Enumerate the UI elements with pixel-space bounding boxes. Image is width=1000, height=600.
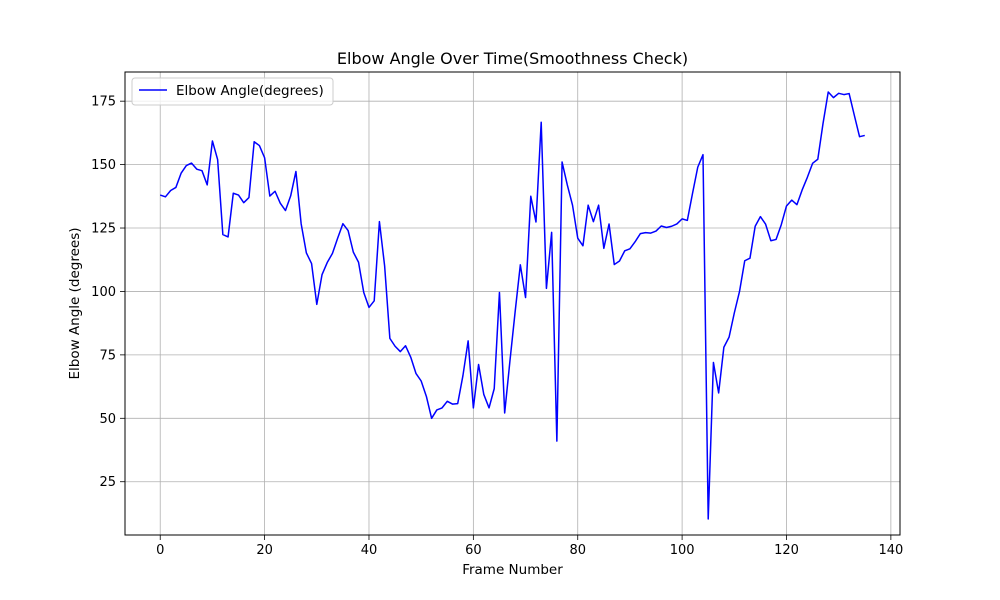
y-tick-label: 100 [91,285,116,300]
y-tick-label: 75 [99,348,116,363]
x-axis-ticks: 0 20 40 60 80 100 120 140 [156,535,903,558]
chart-title: Elbow Angle Over Time(Smoothness Check) [337,49,688,68]
grid-lines [125,72,900,535]
y-axis-label: Elbow Angle (degrees) [67,227,83,379]
y-tick-label: 125 [91,222,116,237]
series-layer [159,91,865,520]
legend: Elbow Angle(degrees) [131,77,334,106]
y-tick-label: 175 [91,95,116,110]
legend-box [131,77,334,106]
y-tick-label: 50 [99,412,116,427]
y-tick-label: 25 [99,475,116,490]
x-tick-label: 100 [670,543,695,558]
plot-area-frame [124,71,901,536]
y-axis-ticks: 25 50 75 100 125 150 175 [91,95,125,490]
x-tick-label: 80 [569,543,586,558]
x-axis-label: Frame Number [462,562,563,578]
x-tick-label: 40 [361,543,378,558]
x-tick-label: 0 [156,543,164,558]
y-tick-label: 150 [91,158,116,173]
x-tick-label: 140 [878,543,903,558]
x-tick-label: 60 [465,543,482,558]
series-line [159,91,865,520]
legend-label: Elbow Angle(degrees) [176,83,324,99]
x-tick-label: 120 [774,543,799,558]
x-tick-label: 20 [256,543,273,558]
